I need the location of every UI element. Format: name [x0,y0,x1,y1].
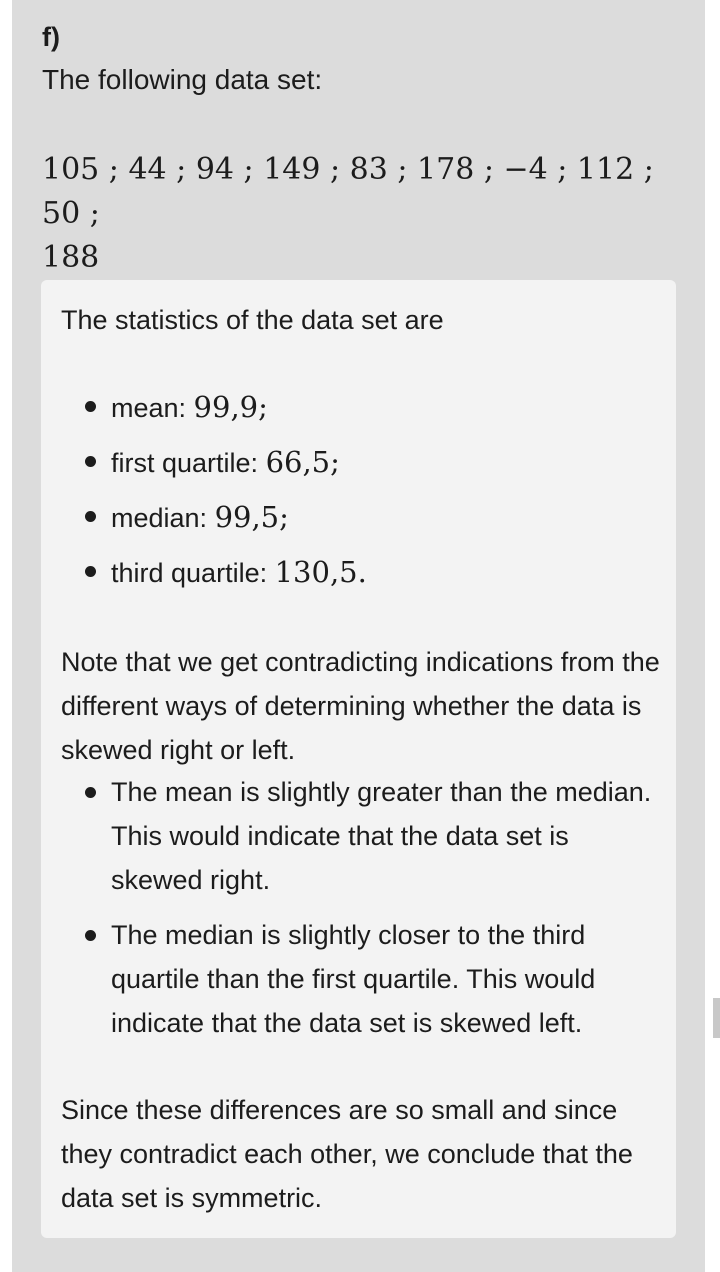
stat-punctuation: ; [258,390,268,424]
part-label: f) [42,22,60,52]
stat-punctuation: ; [279,500,289,534]
dataset-value: 94 [195,152,235,187]
stat-label: mean: [111,393,194,423]
stat-first-quartile: first quartile: 66,5; [41,435,367,490]
dataset-value: 188 [42,240,100,275]
stat-value: 66,5 [265,445,331,479]
bullet-icon [85,566,96,577]
statistics-list: mean: 99,9; first quartile: 66,5; median… [41,380,367,600]
solution-box: The statistics of the data set are mean:… [41,280,676,1238]
bullet-icon [85,401,96,412]
stat-label: third quartile: [111,558,275,588]
dataset-value: −4 [503,152,548,187]
stat-label: first quartile: [111,448,266,478]
stat-value: 99,5 [214,500,280,534]
stat-mean: mean: 99,9; [41,380,367,435]
stat-value: 130,5 [274,555,358,589]
reason-text: The mean is slightly greater than the me… [111,777,652,895]
stat-punctuation: ; [330,445,340,479]
stat-label: median: [111,503,215,533]
reason-text: The median is slightly closer to the thi… [111,920,596,1038]
stat-third-quartile: third quartile: 130,5. [41,545,367,600]
stat-punctuation: . [357,555,367,589]
reason-item: The median is slightly closer to the thi… [41,913,666,1045]
bullet-icon [85,511,96,522]
conclusion-paragraph: Since these differences are so small and… [61,1095,633,1213]
dataset: 105 ; 44 ; 94 ; 149 ; 83 ; 178 ; −4 ; 11… [42,152,654,275]
dataset-value: 112 [576,152,635,187]
bullet-icon [85,787,96,798]
dataset-value: 149 [263,152,321,187]
stats-intro: The statistics of the data set are [61,305,444,335]
dataset-value: 44 [128,152,167,187]
stat-value: 99,9 [193,390,259,424]
reasons-list: The mean is slightly greater than the me… [41,770,666,1056]
bullet-icon [85,930,96,941]
stat-median: median: 99,5; [41,490,367,545]
reason-item: The mean is slightly greater than the me… [41,770,666,902]
dataset-value: 50 [42,196,81,231]
scrollbar-thumb[interactable] [713,998,720,1038]
note-paragraph: Note that we get contradicting indicatio… [61,647,660,765]
intro-text: The following data set: [42,64,323,95]
bullet-icon [85,456,96,467]
dataset-value: 105 [42,152,100,187]
dataset-value: 178 [417,152,475,187]
dataset-value: 83 [349,152,388,187]
